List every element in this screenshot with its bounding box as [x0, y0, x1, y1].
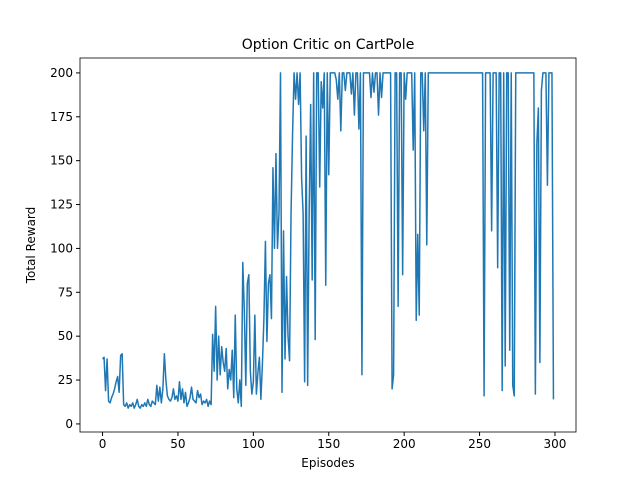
y-tick-label: 0 — [65, 417, 73, 431]
x-axis-label: Episodes — [301, 456, 354, 470]
y-tick-label: 50 — [58, 329, 73, 343]
x-tick-label: 150 — [317, 437, 340, 451]
y-tick-label: 75 — [58, 285, 73, 299]
y-tick-label: 200 — [50, 66, 73, 80]
x-tick-label: 300 — [544, 437, 567, 451]
y-axis-label: Total Reward — [24, 207, 38, 285]
y-tick-label: 100 — [50, 241, 73, 255]
y-tick-label: 125 — [50, 198, 73, 212]
x-tick-label: 200 — [393, 437, 416, 451]
chart-title: Option Critic on CartPole — [242, 37, 415, 53]
x-tick-label: 100 — [242, 437, 265, 451]
x-tick-label: 0 — [99, 437, 107, 451]
y-tick-label: 25 — [58, 373, 73, 387]
x-tick-label: 50 — [170, 437, 185, 451]
y-tick-label: 175 — [50, 110, 73, 124]
line — [101, 72, 555, 409]
plot-frame — [79, 57, 577, 433]
x-tick-label: 250 — [468, 437, 491, 451]
y-tick-label: 150 — [50, 154, 73, 168]
